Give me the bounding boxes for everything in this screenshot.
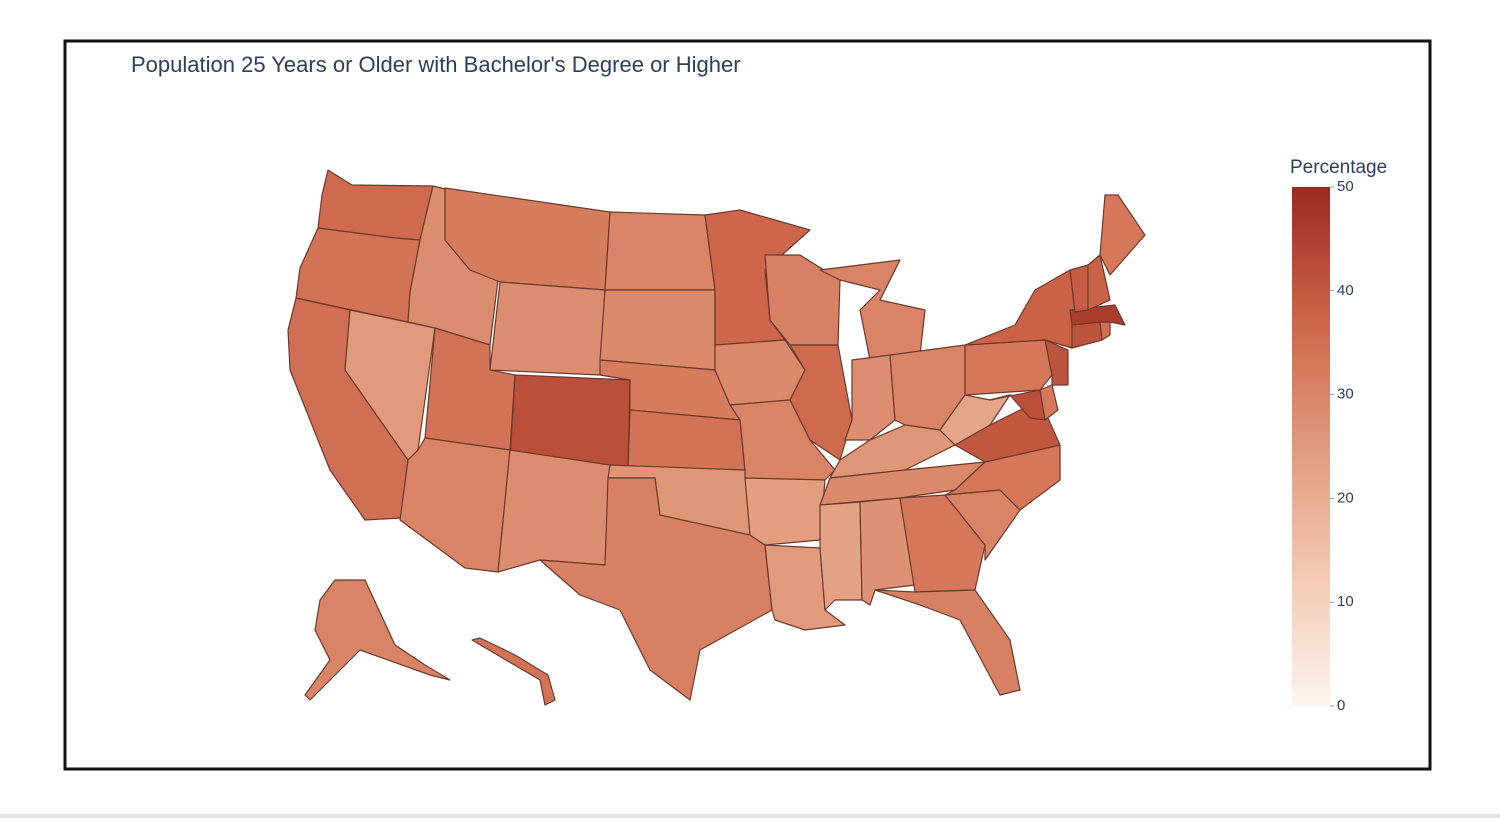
colorbar-tick-label: 30 xyxy=(1337,386,1354,403)
state xyxy=(304,579,451,701)
state xyxy=(627,409,746,471)
state xyxy=(471,637,556,706)
state xyxy=(874,589,1021,696)
state xyxy=(964,339,1053,396)
state xyxy=(944,444,1061,511)
bottom-strip xyxy=(0,814,1500,818)
state xyxy=(599,289,716,371)
colorbar-title: Percentage xyxy=(1290,157,1387,178)
state xyxy=(714,339,806,406)
state xyxy=(1044,339,1069,386)
state xyxy=(989,389,1046,421)
state xyxy=(604,211,716,291)
state xyxy=(1087,254,1111,311)
colorbar-tick-label: 20 xyxy=(1337,489,1354,506)
state xyxy=(744,477,826,546)
colorbar-tick-label: 0 xyxy=(1337,697,1345,714)
colorbar xyxy=(1292,187,1330,706)
state xyxy=(789,344,853,461)
state xyxy=(497,449,611,573)
state xyxy=(1039,384,1059,421)
colorbar-tick-label: 40 xyxy=(1337,282,1354,299)
states xyxy=(287,169,1146,706)
chart-title: Population 25 Years or Older with Bachel… xyxy=(131,52,741,77)
state xyxy=(1099,194,1146,276)
colorbar-tick-label: 50 xyxy=(1337,178,1354,195)
state xyxy=(819,501,863,611)
state xyxy=(489,281,606,376)
colorbar-tick-label: 10 xyxy=(1337,593,1354,610)
state xyxy=(539,477,773,701)
